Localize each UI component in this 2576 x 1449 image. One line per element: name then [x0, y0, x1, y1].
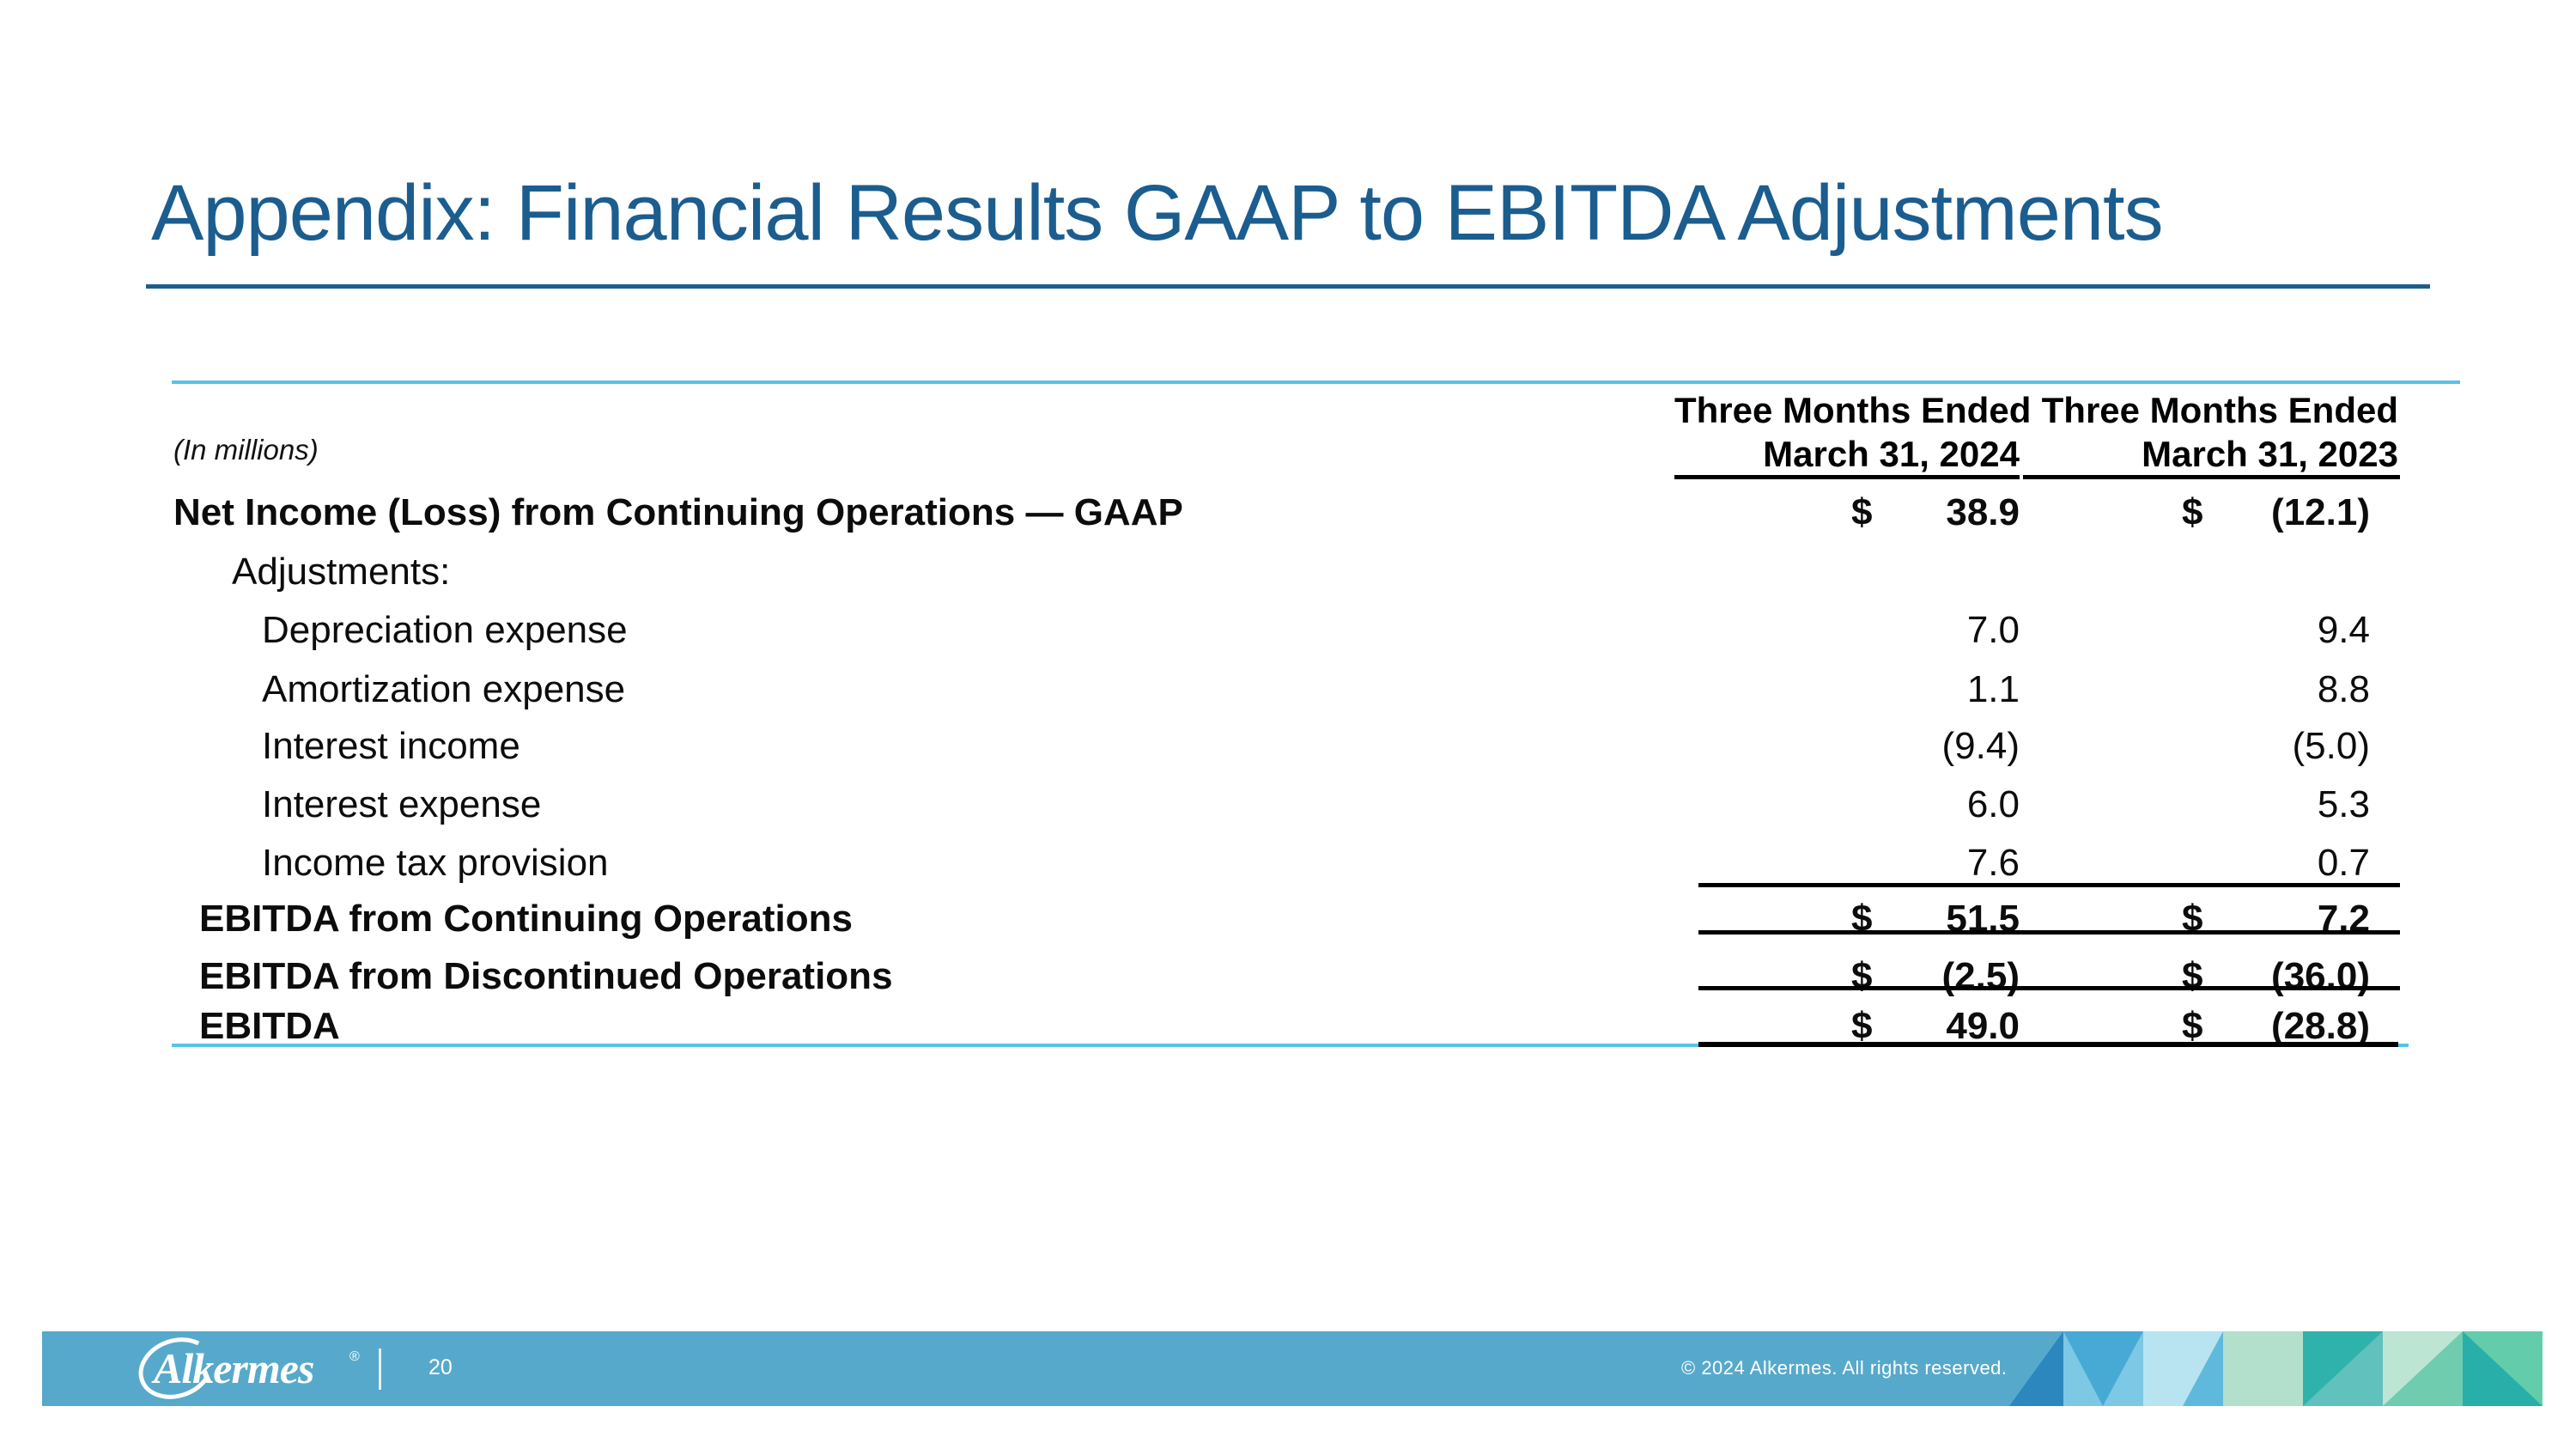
- table-top-rule: [172, 381, 2460, 384]
- footer-triangle-pattern: [2009, 1331, 2543, 1406]
- value-2024: 38.9: [1946, 491, 2020, 533]
- table-row: EBITDA $ $49.0 (28.8): [0, 1006, 2490, 1047]
- value-2024: (9.4): [1941, 725, 2020, 767]
- logo-swoosh: [138, 1337, 214, 1399]
- value-2024: 6.0: [1966, 783, 2020, 825]
- row-label: Net Income (Loss) from Continuing Operat…: [173, 491, 1183, 533]
- subtotal-rule-adjustments: [1698, 883, 2400, 887]
- alkermes-logo: Alkermes ®: [138, 1337, 360, 1399]
- table-row: Interest income (9.4) (5.0): [0, 726, 2490, 767]
- column-header-2023-line1: Three Months Ended: [2041, 390, 2398, 430]
- row-label: Interest income: [262, 725, 520, 767]
- subtotal-rule-ebitda-continuing: [1698, 930, 2400, 935]
- footer-divider: [379, 1349, 381, 1390]
- value-2024: 7.0: [1966, 609, 2020, 651]
- logo-registered-mark-icon: ®: [349, 1349, 360, 1364]
- table-bottom-rule-black: [1698, 1042, 2398, 1047]
- units-note: (In millions): [173, 434, 319, 466]
- row-label: EBITDA from Continuing Operations: [199, 898, 853, 940]
- header-underline-2023: [2023, 475, 2400, 479]
- table-row: EBITDA from Discontinued Operations $ $ (2.…: [0, 956, 2490, 997]
- table-row: EBITDA from Continuing Operations $ $51.5 7…: [0, 898, 2490, 940]
- column-header-2024: Three Months Ended March 31, 2024: [1674, 388, 2032, 476]
- value-2023: 0.7: [2317, 842, 2370, 884]
- row-label: Income tax provision: [262, 842, 609, 884]
- title-underline: [146, 284, 2430, 289]
- footer-bar: Alkermes ® 20 © 2024 Alkermes. All right…: [42, 1331, 2543, 1406]
- column-header-2023: Three Months Ended March 31, 2023: [2023, 388, 2398, 476]
- table-row: Amortization expense 1.1 8.8: [0, 669, 2490, 710]
- table-row: Interest expense 6.0 5.3: [0, 784, 2490, 825]
- row-label: Interest expense: [262, 783, 542, 825]
- header-underline-2024: [1674, 475, 2020, 479]
- row-label: EBITDA: [199, 1005, 340, 1047]
- value-2023: 9.4: [2317, 609, 2370, 651]
- currency-symbol: $: [1851, 1005, 1873, 1047]
- value-2023: (5.0): [2292, 725, 2370, 767]
- currency-symbol: $: [2182, 491, 2203, 533]
- row-label: Adjustments:: [232, 551, 451, 593]
- value-2024: 7.6: [1966, 842, 2020, 884]
- copyright-text: © 2024 Alkermes. All rights reserved.: [1681, 1357, 2008, 1379]
- subtotal-rule-ebitda-discontinued: [1698, 986, 2400, 990]
- currency-symbol: $: [2182, 1005, 2203, 1047]
- column-header-2023-line2: March 31, 2023: [2142, 434, 2398, 474]
- value-2023: (28.8): [2271, 1005, 2370, 1047]
- column-header-2024-line2: March 31, 2024: [1763, 434, 2020, 474]
- value-2024: 1.1: [1966, 668, 2020, 710]
- row-label: Amortization expense: [262, 668, 626, 710]
- row-label: Depreciation expense: [262, 609, 628, 651]
- page-title: Appendix: Financial Results GAAP to EBIT…: [151, 169, 2164, 257]
- column-header-2024-line1: Three Months Ended: [1674, 390, 2032, 430]
- value-2024: (2.5): [1941, 955, 2020, 997]
- value-2023: 5.3: [2317, 783, 2370, 825]
- value-2023: 8.8: [2317, 668, 2370, 710]
- table-row: Adjustments:: [0, 551, 2490, 593]
- table-bottom-rule-blue: [172, 1044, 2409, 1047]
- value-2023: (12.1): [2271, 491, 2370, 533]
- logo-text: Alkermes: [151, 1344, 313, 1392]
- value-2024: 49.0: [1946, 1005, 2020, 1047]
- currency-symbol: $: [1851, 491, 1873, 533]
- page-number: 20: [428, 1355, 453, 1379]
- table-row: Income tax provision 7.6 0.7: [0, 843, 2490, 884]
- row-label: EBITDA from Discontinued Operations: [199, 955, 893, 997]
- table-row: Depreciation expense 7.0 9.4: [0, 610, 2490, 651]
- value-2023: (36.0): [2271, 955, 2370, 997]
- table-row: Net Income (Loss) from Continuing Operat…: [0, 492, 2490, 533]
